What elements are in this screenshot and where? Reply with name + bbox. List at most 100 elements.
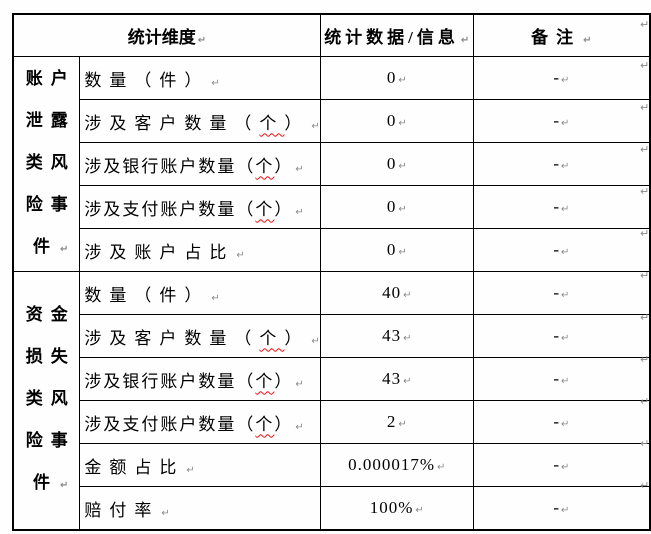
paragraph-mark-icon: ↵ (561, 376, 570, 387)
group-cell-fund-loss[interactable]: 资金 损失 类风 险事 件 ↵ (12, 271, 81, 531)
header-label: 统计维度 (127, 28, 196, 47)
value-cell[interactable]: 0 ↵ (319, 56, 474, 100)
paragraph-mark-icon: ↵ (186, 464, 195, 476)
risk-event-statistics-table: 统计维度 ↵ 统计数据/信息 ↵ 备注 ↵ 账户 泄露 类风 险事 件 ↵ 数量（件） ↵… (12, 13, 651, 531)
paragraph-mark-icon: ↵ (311, 120, 320, 132)
paragraph-mark-icon: ↵ (583, 35, 592, 46)
end-of-row-mark-icon: ↵ (640, 59, 650, 72)
group-line: 件 ↵ (14, 462, 79, 507)
label-text: 涉及银行账户数量（ (84, 156, 256, 176)
value-text: 0 (386, 111, 397, 130)
group-line-text: 件 (33, 236, 58, 256)
note-cell[interactable]: - ↵ (472, 185, 651, 229)
value-text: 0 (386, 154, 397, 173)
note-cell[interactable]: - ↵ (472, 228, 651, 272)
note-text: - (553, 197, 559, 216)
note-text: - (553, 455, 559, 474)
note-cell[interactable]: - ↵ (472, 357, 651, 401)
group-line: 账户 (25, 68, 76, 88)
misspelled-text: 个 (255, 199, 275, 219)
paragraph-mark-icon: ↵ (295, 206, 304, 218)
group-cell-account-leak[interactable]: 账户 泄露 类风 险事 件 ↵ (12, 56, 81, 272)
paragraph-mark-icon: ↵ (398, 419, 407, 430)
paragraph-mark-icon: ↵ (561, 204, 570, 215)
value-cell[interactable]: 0 ↵ (319, 142, 474, 186)
paragraph-mark-icon: ↵ (561, 505, 570, 516)
value-cell[interactable]: 0.000017% ↵ (319, 443, 474, 487)
note-cell[interactable]: - ↵ (472, 314, 651, 358)
note-text: - (553, 412, 559, 431)
note-cell[interactable]: - ↵ (472, 142, 651, 186)
row-label-cell[interactable]: 数量（件） ↵ (79, 271, 321, 315)
value-cell[interactable]: 0 ↵ (319, 99, 474, 143)
group-line-text: 件 (33, 473, 58, 492)
note-cell[interactable]: - ↵ (472, 486, 651, 531)
row-label-cell[interactable]: 涉及银行账户数量（个） ↵ (79, 357, 321, 401)
paragraph-mark-icon: ↵ (460, 35, 470, 46)
end-of-row-mark-icon: ↵ (640, 143, 650, 156)
row-label-cell[interactable]: 涉及支付账户数量（个） ↵ (79, 400, 321, 444)
end-of-row-mark-icon: ↵ (640, 227, 650, 240)
note-text: - (553, 498, 559, 517)
paragraph-mark-icon: ↵ (561, 290, 570, 301)
misspelled-text: 个 (255, 371, 275, 391)
label-text: ） (284, 113, 310, 133)
value-text: 40 (382, 283, 402, 302)
note-cell[interactable]: - ↵ (472, 271, 651, 315)
paragraph-mark-icon: ↵ (311, 335, 320, 347)
label-text: 金额占比 (84, 457, 185, 477)
label-text: ） (274, 156, 294, 176)
note-text: - (553, 111, 559, 130)
row-label-cell[interactable]: 赔付率 ↵ (79, 486, 321, 531)
value-cell[interactable]: 2 ↵ (319, 400, 474, 444)
table-row: 金额占比 ↵ 0.000017% ↵ - ↵ (13, 443, 651, 487)
row-label-cell[interactable]: 涉及客户数量（个） ↵ (79, 314, 321, 358)
value-cell[interactable]: 0 ↵ (319, 228, 474, 272)
value-cell[interactable]: 100% ↵ (319, 486, 474, 531)
value-cell[interactable]: 43 ↵ (319, 314, 474, 358)
label-text: 涉及客户数量（ (84, 328, 260, 348)
paragraph-mark-icon: ↵ (236, 249, 245, 261)
label-text: ） (284, 328, 310, 348)
row-label-cell[interactable]: 涉及客户数量（个） ↵ (79, 99, 321, 143)
group-line: 险事 (25, 431, 76, 450)
value-cell[interactable]: 0 ↵ (319, 185, 474, 229)
end-of-row-mark-icon: ↵ (640, 18, 650, 31)
note-cell[interactable]: - ↵ (472, 99, 651, 143)
table-row: 涉及客户数量（个） ↵ 0 ↵ - ↵ (13, 99, 651, 143)
end-of-row-mark-icon: ↵ (640, 311, 650, 324)
group-line: 资金 (25, 305, 76, 324)
table-row: 涉及支付账户数量（个） ↵ 2 ↵ - ↵ (13, 400, 651, 444)
end-of-row-mark-icon: ↵ (640, 101, 650, 114)
table-row: 账户 泄露 类风 险事 件 ↵ 数量（件） ↵ 0 ↵ - ↵ (12, 56, 651, 272)
note-cell[interactable]: - ↵ (472, 56, 651, 100)
paragraph-mark-icon: ↵ (561, 333, 570, 344)
row-label-cell[interactable]: 涉及银行账户数量（个） ↵ (79, 142, 321, 186)
end-of-row-mark-icon: ↵ (640, 395, 650, 408)
row-label-cell[interactable]: 数量（件） ↵ (79, 56, 321, 100)
note-cell[interactable]: - ↵ (472, 400, 651, 444)
paragraph-mark-icon: ↵ (211, 292, 220, 304)
note-cell[interactable]: - ↵ (472, 443, 651, 487)
paragraph-mark-icon: ↵ (403, 333, 412, 344)
group-line: 件 ↵ (14, 226, 79, 271)
header-cell-data[interactable]: 统计数据/信息 ↵ (319, 13, 474, 57)
label-text: 涉及账户占比 (84, 242, 235, 262)
row-label-cell[interactable]: 涉及支付账户数量（个） ↵ (79, 185, 321, 229)
group-line: 类风 (25, 389, 76, 408)
note-text: - (553, 369, 559, 388)
row-label-cell[interactable]: 涉及账户占比 ↵ (79, 228, 321, 272)
table-row: 涉及银行账户数量（个） ↵ 43 ↵ - ↵ (13, 357, 651, 401)
paragraph-mark-icon: ↵ (60, 480, 69, 491)
paragraph-mark-icon: ↵ (197, 35, 207, 46)
value-cell[interactable]: 43 ↵ (319, 357, 474, 401)
group-line: 损失 (25, 347, 76, 366)
row-label: 数量（件） (84, 71, 209, 90)
note-text: - (553, 240, 559, 259)
row-label: 涉及银行账户数量（个） (84, 372, 293, 391)
header-cell-dimension[interactable]: 统计维度 ↵ (12, 13, 321, 57)
label-text: 赔付率 (84, 500, 160, 520)
row-label-cell[interactable]: 金额占比 ↵ (79, 443, 321, 487)
value-cell[interactable]: 40 ↵ (319, 271, 474, 315)
header-cell-note[interactable]: 备注 ↵ (472, 13, 651, 57)
